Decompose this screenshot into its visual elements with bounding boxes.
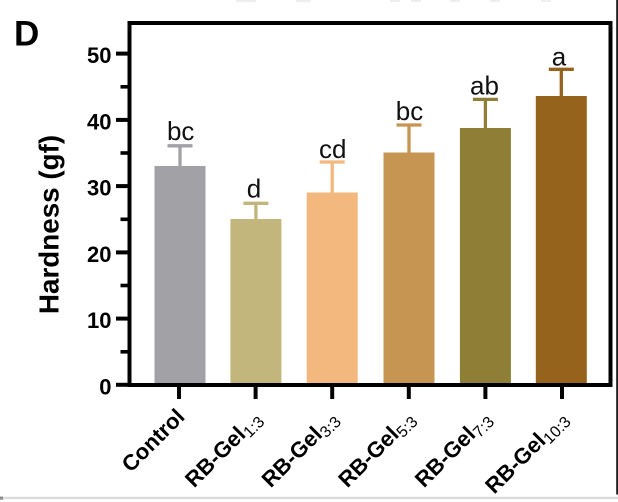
svg-text:bc: bc [167,116,194,146]
svg-text:0: 0 [99,374,111,399]
svg-text:30: 30 [87,176,111,201]
svg-text:a: a [552,42,567,72]
svg-text:20: 20 [87,242,111,267]
svg-text:ab: ab [470,70,499,100]
svg-text:cd: cd [319,134,346,164]
svg-text:Hardness (gf): Hardness (gf) [33,135,64,314]
svg-text:D: D [14,15,39,54]
svg-text:d: d [247,174,261,204]
svg-text:10: 10 [87,308,111,333]
svg-text:50: 50 [87,43,111,68]
svg-text:bc: bc [396,96,423,126]
svg-text:40: 40 [87,110,111,135]
